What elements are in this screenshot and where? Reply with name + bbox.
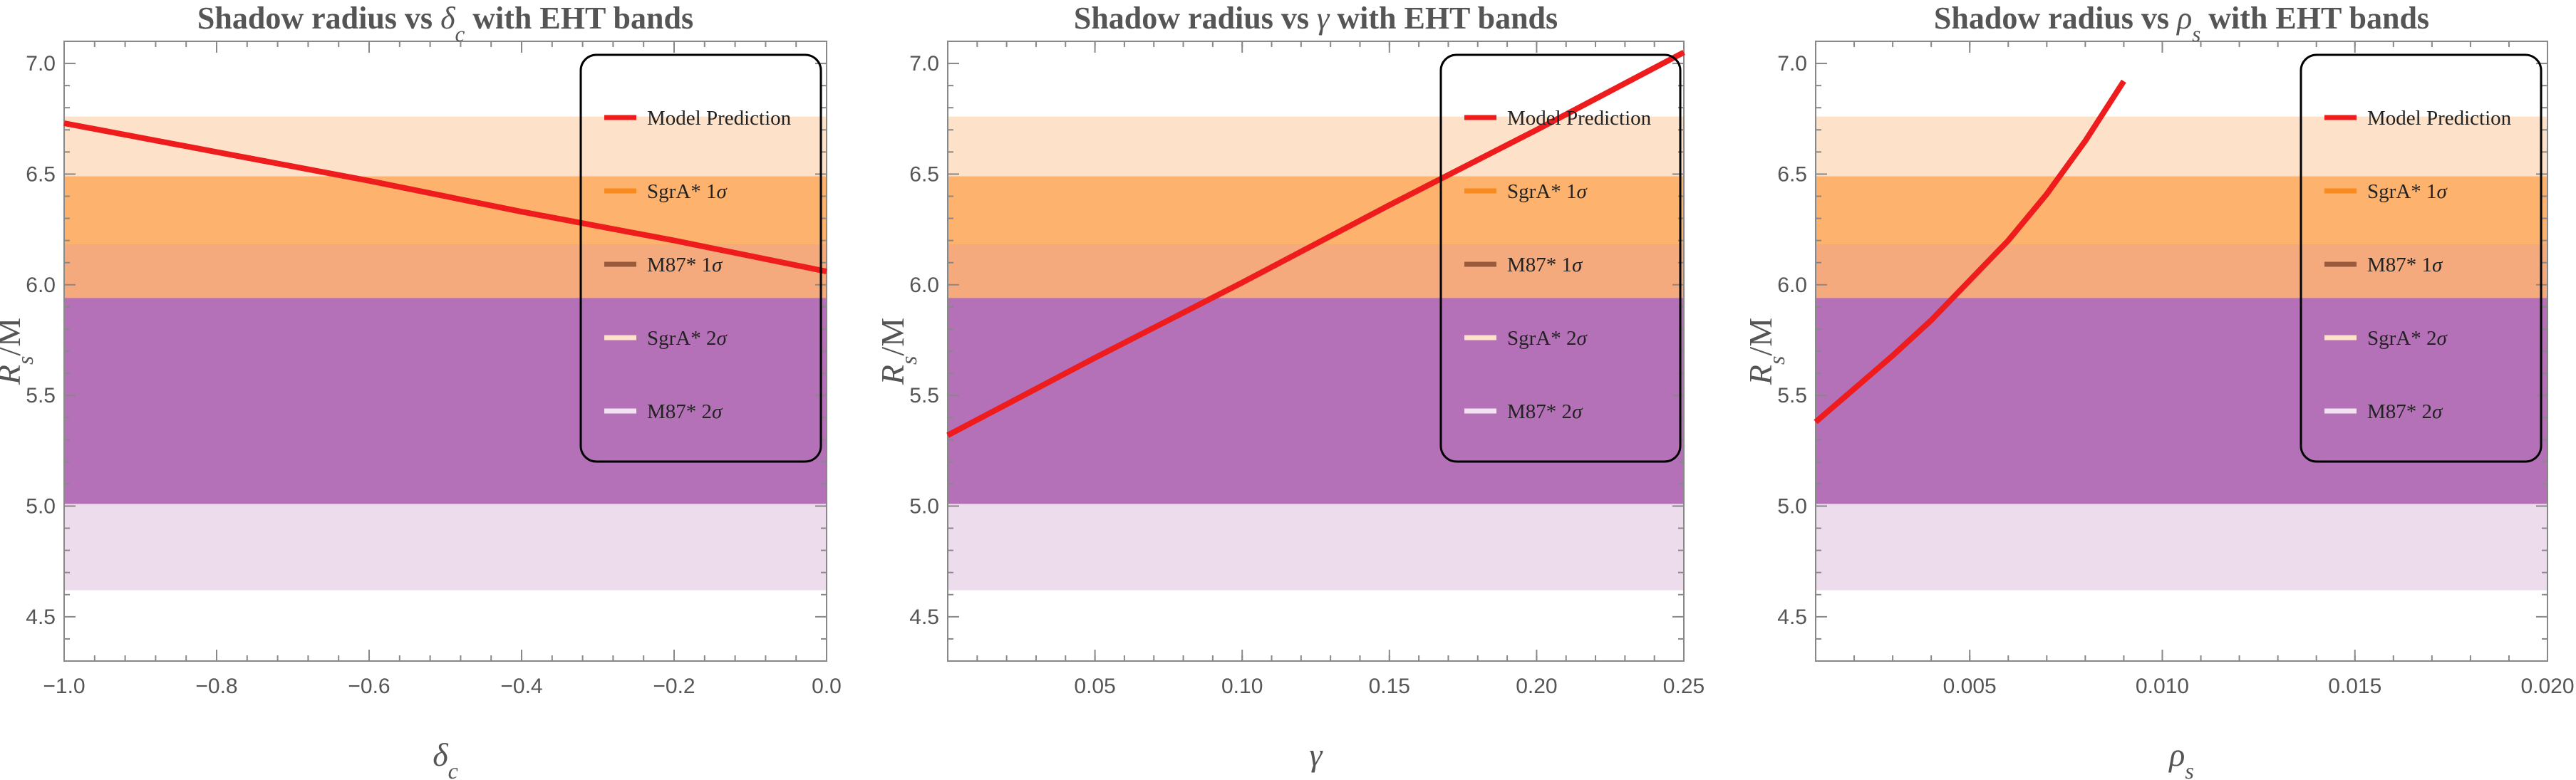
y-tick-label: 4.5 [26,605,56,629]
x-axis-label: γ [1309,737,1323,773]
chart-panel-1: 4.5 5.0 5.5 6.0 6.5 7.0 −1.0 −0.8 −0.6 −0.4 −0.2 0.… [0,1,842,780]
chart-panel-2: 4.5 5.0 5.5 6.0 6.5 7.0 0.05 0.10 0.15 0.20 0.25 Mo… [874,1,1705,773]
y-axis-label: Rs/M [0,318,38,385]
legend-label: M87* 2σ [647,400,723,423]
x-tick-label: 0.005 [1943,675,1997,698]
legend-label: M87* 2σ [2367,400,2443,423]
y-tick-label: 5.0 [909,495,939,519]
x-tick-label: −0.6 [348,675,390,698]
y-tick-label: 5.0 [26,495,56,519]
y-tick-label: 6.0 [1777,274,1807,297]
x-axis-label: ρs [2168,737,2194,780]
y-tick-label: 7.0 [26,52,56,76]
legend-label: Model Prediction [1507,107,1652,130]
x-tick-label: −0.4 [500,675,542,698]
band-overlap [948,244,1684,298]
y-tick-label: 6.0 [909,274,939,297]
legend-label: SgrA* 1σ [647,180,728,203]
series-line-model-prediction [63,120,827,275]
y-tick-label: 6.0 [26,274,56,297]
band-overlap [1816,244,2547,298]
x-tick-label: 0.05 [1074,675,1115,698]
y-tick-label: 6.5 [909,162,939,186]
legend-label: M87* 1σ [1507,254,1583,276]
y-tick-label: 7.0 [1777,52,1807,76]
legend-box [2300,53,2543,463]
y-tick-label: 5.5 [1777,384,1807,407]
x-tick-label: −0.2 [653,675,695,698]
series-line-model-prediction [1814,79,2126,425]
x-tick-label: 0.020 [2520,675,2574,698]
x-tick-label: 0.0 [812,675,842,698]
x-tick-label: 0.25 [1663,675,1705,698]
legend: Model Prediction SgrA* 1σ M87* 1σ SgrA* 2σ M… [2300,53,2543,463]
chart-title: Shadow radius vs ρs with EHT bands [1934,1,2429,46]
x-tick-label: −1.0 [43,675,85,698]
band-overlap-2 [948,298,1684,334]
x-tick-label: 0.20 [1516,675,1557,698]
legend-label: M87* 1σ [647,254,723,276]
legend-label: SgrA* 1σ [1507,180,1588,203]
x-tick-label: 0.10 [1221,675,1263,698]
x-tick-label: 0.010 [2136,675,2189,698]
legend: Model Prediction SgrA* 1σ M87* 1σ SgrA* 2σ M… [1439,53,1682,463]
chart-title: Shadow radius vs δc with EHT bands [197,1,693,46]
y-tick-label: 6.5 [1777,162,1807,186]
chart-panel-3: 4.5 5.0 5.5 6.0 6.5 7.0 0.005 0.010 0.015 0.020 Mo… [1742,1,2575,780]
x-axis-label: δc [433,737,458,780]
y-tick-label: 5.5 [909,384,939,407]
y-axis-label: Rs/M [1742,318,1789,385]
y-tick-label: 4.5 [909,605,939,629]
legend: Model Prediction SgrA* 1σ M87* 1σ SgrA* 2σ M… [579,53,822,463]
y-axis-label: Rs/M [874,318,921,385]
x-tick-label: 0.15 [1369,675,1410,698]
legend-label: M87* 2σ [1507,400,1583,423]
band-overlap-2 [64,298,827,334]
legend-box [1439,53,1682,463]
legend-label: M87* 1σ [2367,254,2443,276]
x-tick-label: 0.015 [2328,675,2381,698]
legend-label: SgrA* 2σ [647,327,728,350]
legend-label: SgrA* 1σ [2367,180,2448,203]
y-tick-label: 6.5 [26,162,56,186]
chart-title: Shadow radius vs γ with EHT bands [1074,1,1558,36]
legend-label: SgrA* 2σ [2367,327,2448,350]
y-tick-label: 5.5 [26,384,56,407]
y-tick-label: 5.0 [1777,495,1807,519]
band-overlap [64,244,827,298]
x-tick-label: −0.8 [195,675,237,698]
legend-box [579,53,822,463]
legend-label: Model Prediction [2367,107,2512,130]
series-line-model-prediction [946,49,1685,438]
legend-label: SgrA* 2σ [1507,327,1588,350]
y-tick-label: 7.0 [909,52,939,76]
y-tick-label: 4.5 [1777,605,1807,629]
legend-label: Model Prediction [647,107,792,130]
